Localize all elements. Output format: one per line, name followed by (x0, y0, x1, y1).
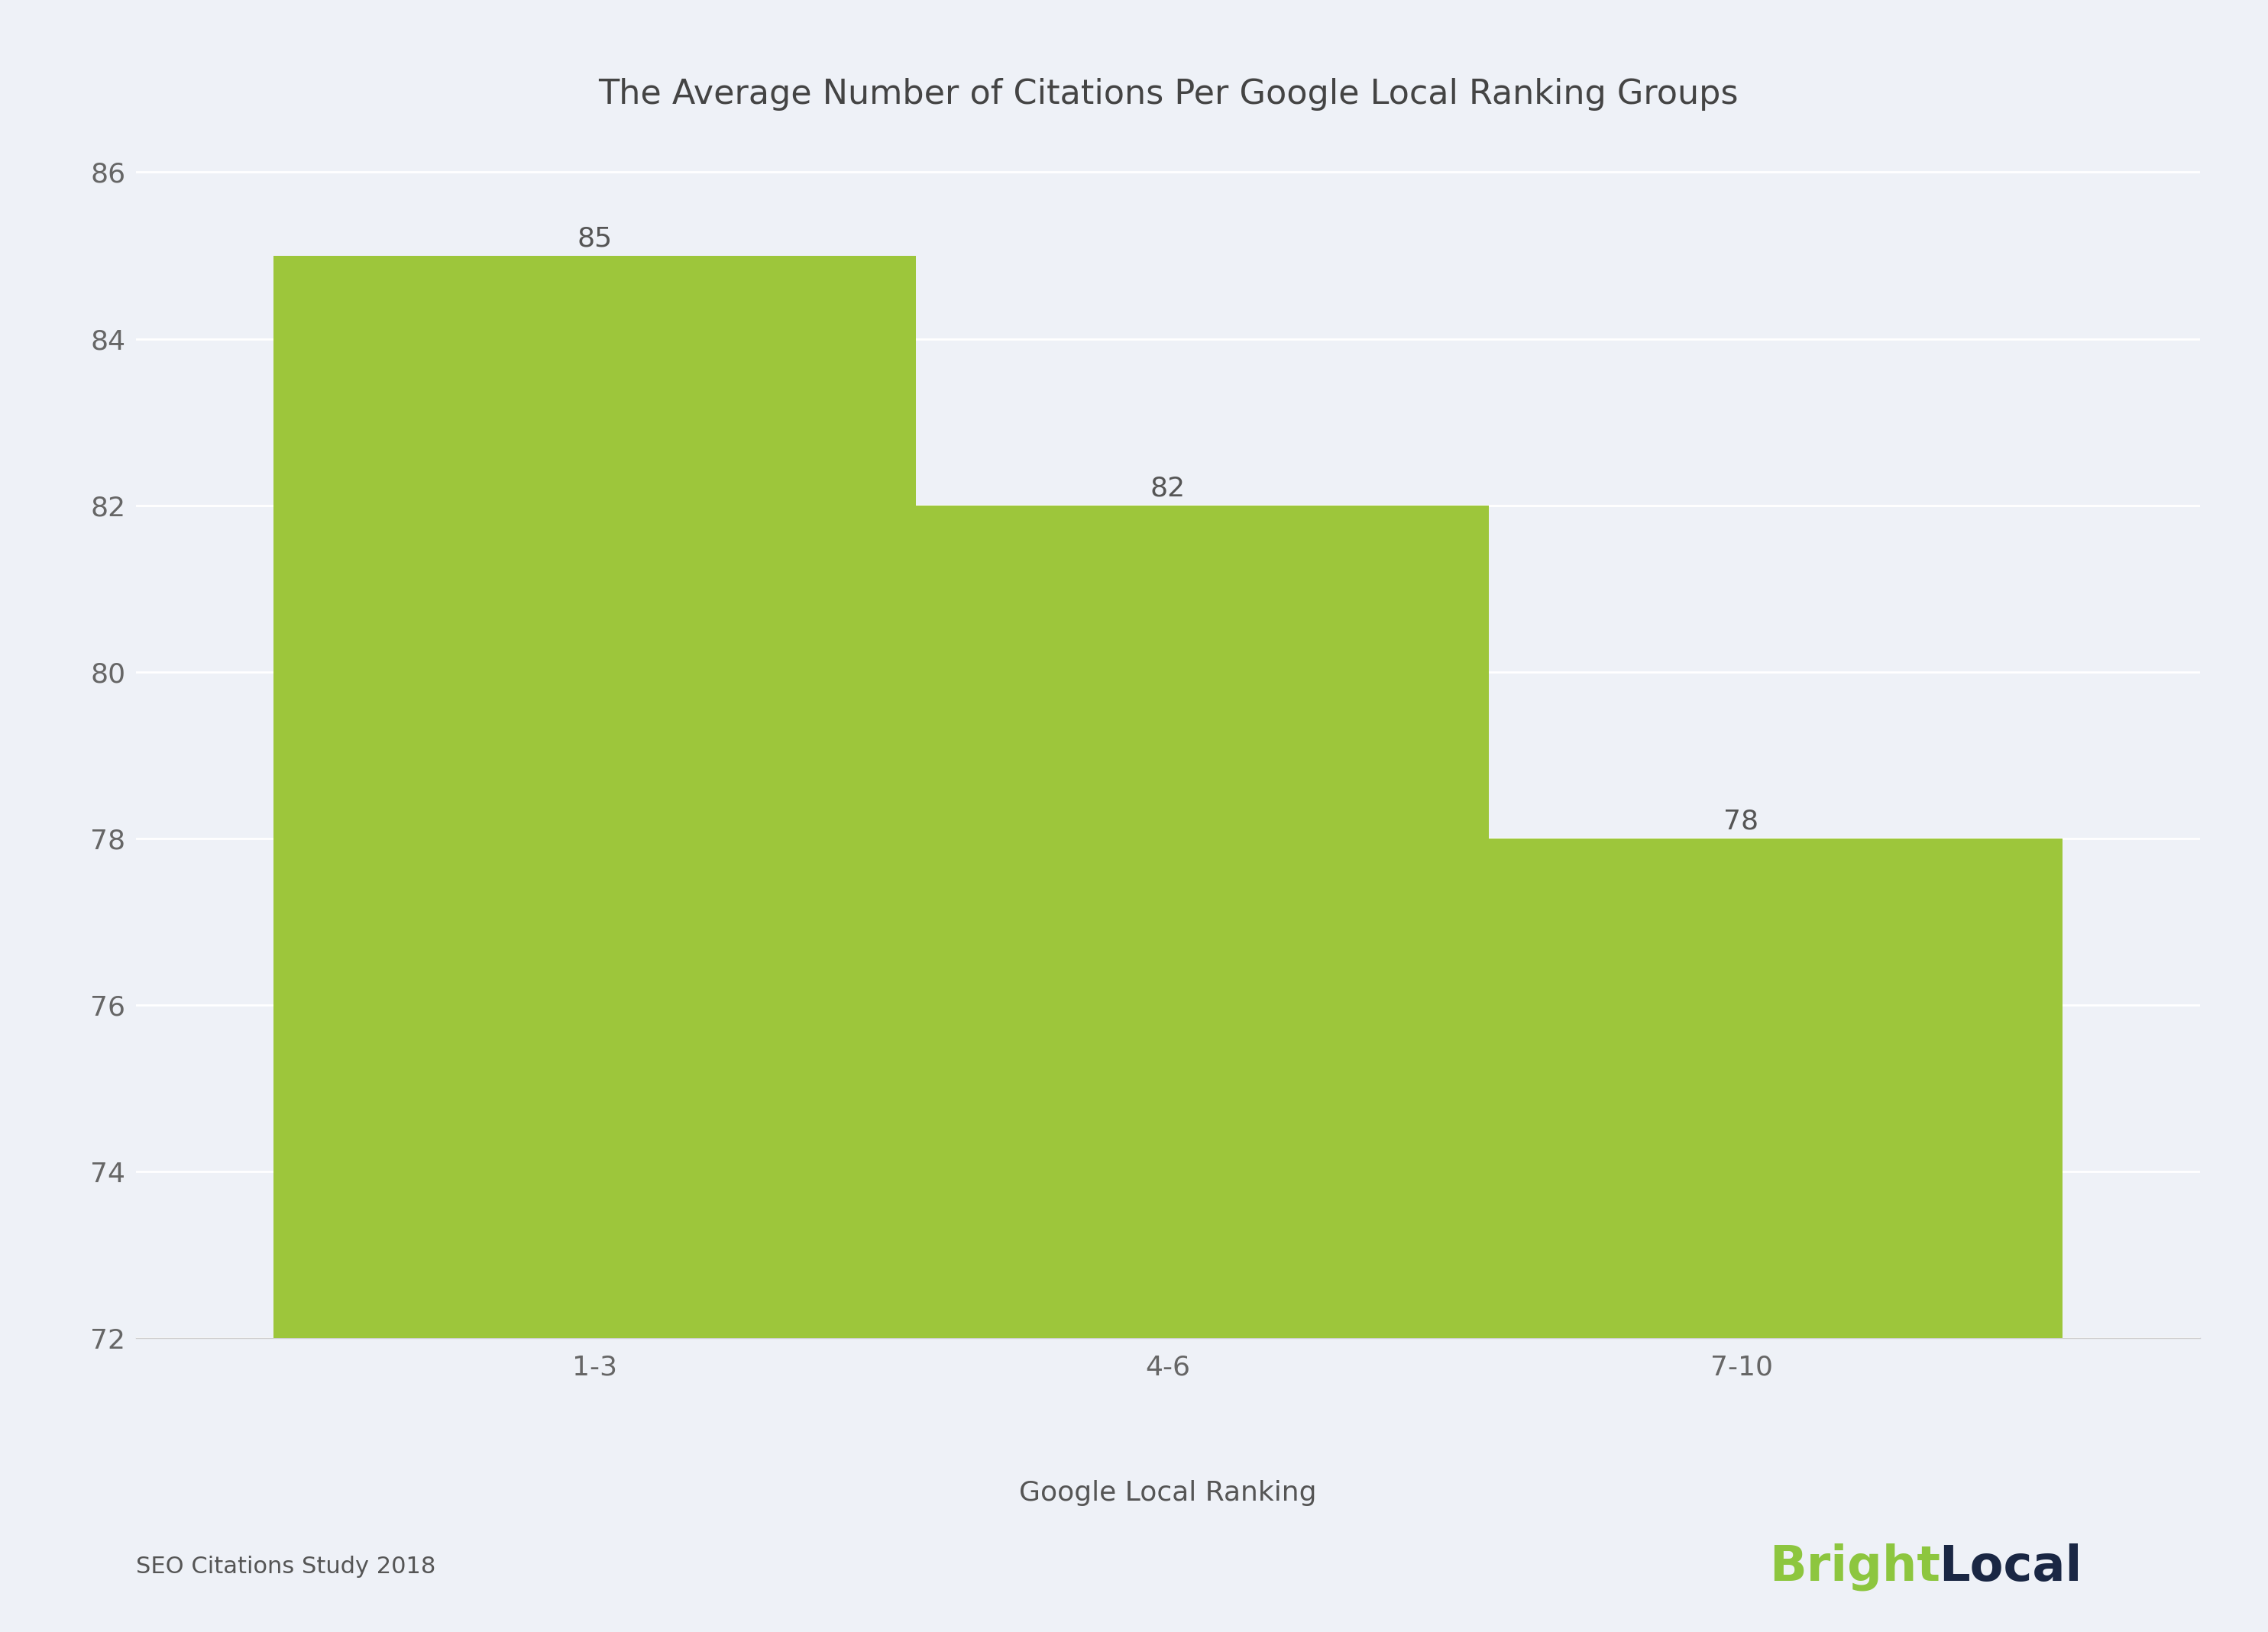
Text: SEO Citations Study 2018: SEO Citations Study 2018 (136, 1555, 435, 1578)
Text: Bright: Bright (1769, 1542, 1939, 1591)
Text: 82: 82 (1150, 475, 1186, 501)
Text: Google Local Ranking: Google Local Ranking (1018, 1480, 1318, 1506)
Bar (1420, 839, 2062, 1338)
Text: Local: Local (1939, 1542, 2082, 1591)
Bar (846, 506, 1490, 1338)
Text: 78: 78 (1724, 808, 1760, 834)
Title: The Average Number of Citations Per Google Local Ranking Groups: The Average Number of Citations Per Goog… (599, 78, 1737, 111)
Bar (274, 256, 916, 1338)
Text: 85: 85 (576, 225, 612, 251)
